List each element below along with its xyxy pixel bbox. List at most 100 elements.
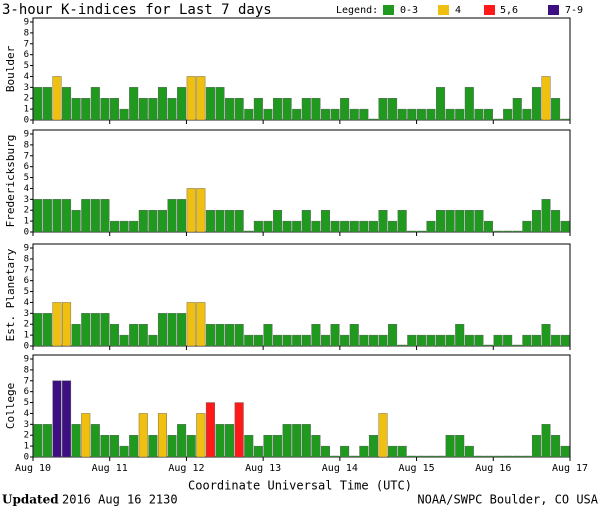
bar <box>503 230 513 233</box>
x-tick-label: Aug 17 <box>552 463 588 474</box>
bar <box>512 455 522 458</box>
bar <box>522 455 532 458</box>
bar <box>464 445 474 458</box>
bar <box>196 76 206 121</box>
bar <box>244 108 254 121</box>
bar <box>397 445 407 458</box>
bar <box>320 334 330 347</box>
bar <box>138 324 148 347</box>
bar <box>531 334 541 347</box>
y-tick-label: 0 <box>24 342 29 352</box>
bar <box>340 445 350 458</box>
panel-frame <box>32 354 571 458</box>
bar <box>483 344 493 347</box>
updated-label: Updated <box>2 493 59 507</box>
bar <box>292 108 302 121</box>
bar <box>378 210 388 233</box>
legend-label: 7-9 <box>565 5 583 16</box>
bar <box>426 334 436 347</box>
bar <box>129 220 139 233</box>
bar <box>177 199 187 233</box>
legend-swatch <box>548 5 559 15</box>
bar <box>167 98 177 121</box>
bar <box>81 199 91 233</box>
bar <box>100 199 110 233</box>
bar <box>234 324 244 347</box>
bar <box>483 220 493 233</box>
bar <box>167 199 177 233</box>
bar <box>282 220 292 233</box>
y-tick-label: 9 <box>24 244 29 254</box>
bar <box>407 334 417 347</box>
bar <box>157 210 167 233</box>
bar <box>71 210 81 233</box>
bar <box>90 424 100 458</box>
bar <box>551 98 561 121</box>
bar <box>42 313 52 347</box>
y-tick-label: 7 <box>24 151 29 161</box>
bar <box>407 108 417 121</box>
bar <box>33 199 43 233</box>
bar <box>503 108 513 121</box>
x-axis-title: Coordinate Universal Time (UTC) <box>188 479 412 493</box>
y-tick-label: 9 <box>24 355 29 365</box>
bar <box>320 445 330 458</box>
y-tick-label: 1 <box>24 331 29 341</box>
x-tick-label: Aug 10 <box>15 463 51 474</box>
bar <box>320 108 330 121</box>
bar <box>157 413 167 458</box>
y-tick-label: 2 <box>24 94 29 104</box>
bar <box>311 324 321 347</box>
bar <box>311 435 321 458</box>
y-tick-label: 4 <box>24 72 29 82</box>
x-tick-label: Aug 16 <box>475 463 511 474</box>
legend-label: 5,6 <box>500 5 518 16</box>
updated-text: 2016 Aug 16 2130 <box>62 493 178 507</box>
bar <box>138 98 148 121</box>
bar <box>273 210 283 233</box>
bar <box>397 210 407 233</box>
bar <box>301 334 311 347</box>
bar <box>215 87 225 121</box>
bar <box>33 313 43 347</box>
x-tick-label: Aug 15 <box>399 463 435 474</box>
bar <box>359 108 369 121</box>
bar <box>273 435 283 458</box>
y-tick-label: 5 <box>24 398 29 408</box>
y-tick-label: 6 <box>24 387 29 397</box>
bar <box>205 210 215 233</box>
bar <box>157 313 167 347</box>
x-tick-label: Aug 13 <box>245 463 281 474</box>
bar <box>416 455 426 458</box>
x-tick-label: Aug 11 <box>92 463 128 474</box>
bar <box>368 118 378 121</box>
bar <box>157 87 167 121</box>
bar <box>531 87 541 121</box>
y-tick-label: 9 <box>24 18 29 28</box>
bar <box>330 324 340 347</box>
bar <box>71 324 81 347</box>
y-tick-label: 2 <box>24 320 29 330</box>
bar <box>196 413 206 458</box>
bar <box>205 402 215 458</box>
bar <box>234 402 244 458</box>
bar <box>426 220 436 233</box>
bar <box>186 76 196 121</box>
bar <box>263 220 273 233</box>
bar <box>560 445 570 458</box>
bar <box>503 334 513 347</box>
bar <box>436 455 446 458</box>
y-axis-title: College <box>4 383 17 429</box>
y-tick-label: 5 <box>24 287 29 297</box>
y-tick-label: 2 <box>24 206 29 216</box>
bar <box>62 380 72 458</box>
bar <box>359 445 369 458</box>
bar <box>119 334 129 347</box>
bar <box>273 334 283 347</box>
bar <box>416 334 426 347</box>
bar <box>436 87 446 121</box>
bar <box>244 435 254 458</box>
bar <box>522 220 532 233</box>
bar <box>301 210 311 233</box>
